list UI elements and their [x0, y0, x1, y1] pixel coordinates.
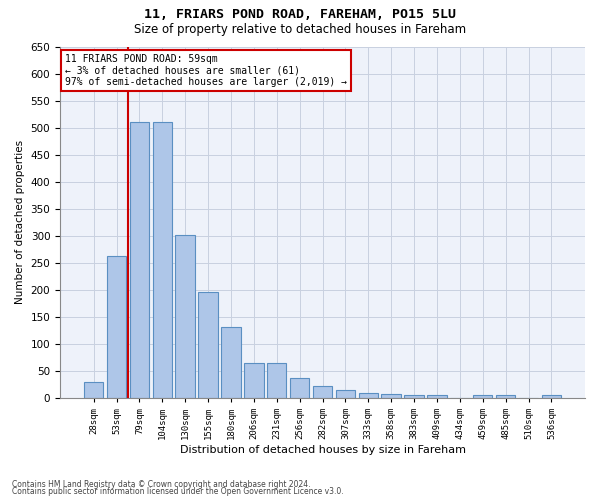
Text: Size of property relative to detached houses in Fareham: Size of property relative to detached ho… [134, 22, 466, 36]
Bar [359, 393, 378, 398]
Bar [335, 390, 355, 398]
Bar [244, 363, 263, 398]
Y-axis label: Number of detached properties: Number of detached properties [15, 140, 25, 304]
X-axis label: Distribution of detached houses by size in Fareham: Distribution of detached houses by size … [179, 445, 466, 455]
Bar [199, 292, 218, 398]
Bar [496, 396, 515, 398]
Bar [313, 386, 332, 398]
Bar [130, 122, 149, 398]
Bar [382, 394, 401, 398]
Bar [107, 256, 126, 398]
Text: Contains HM Land Registry data © Crown copyright and database right 2024.: Contains HM Land Registry data © Crown c… [12, 480, 311, 489]
Bar [404, 396, 424, 398]
Text: Contains public sector information licensed under the Open Government Licence v3: Contains public sector information licen… [12, 488, 344, 496]
Text: 11 FRIARS POND ROAD: 59sqm
← 3% of detached houses are smaller (61)
97% of semi-: 11 FRIARS POND ROAD: 59sqm ← 3% of detac… [65, 54, 347, 86]
Bar [427, 396, 446, 398]
Bar [542, 396, 561, 398]
Bar [152, 122, 172, 398]
Bar [221, 327, 241, 398]
Bar [290, 378, 310, 398]
Bar [84, 382, 103, 398]
Text: 11, FRIARS POND ROAD, FAREHAM, PO15 5LU: 11, FRIARS POND ROAD, FAREHAM, PO15 5LU [144, 8, 456, 20]
Bar [473, 396, 493, 398]
Bar [175, 235, 195, 398]
Bar [267, 363, 286, 398]
